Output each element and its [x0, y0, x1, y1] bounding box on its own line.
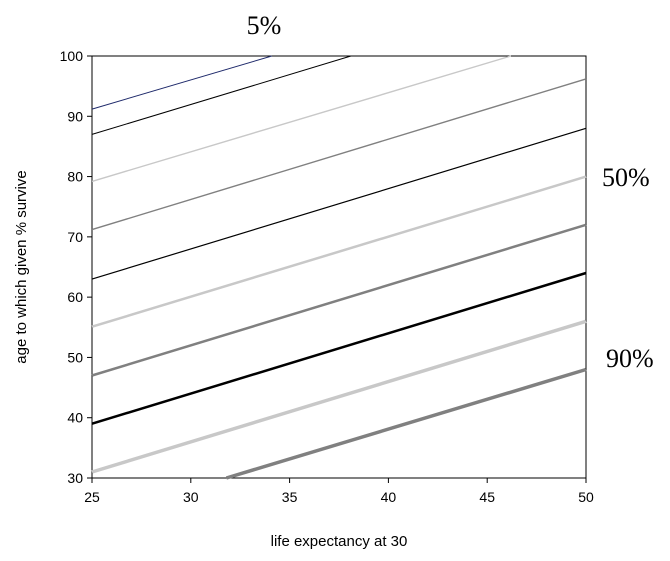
series-line-9 — [225, 367, 587, 480]
y-axis-title: age to which given % survive — [13, 170, 30, 363]
y-tick-label: 100 — [60, 48, 84, 64]
y-tick-label: 30 — [67, 470, 83, 486]
y-tick-label: 70 — [67, 229, 83, 245]
x-tick-label: 40 — [381, 489, 397, 505]
x-tick-label: 30 — [183, 489, 199, 505]
x-tick-label: 25 — [84, 489, 100, 505]
y-tick-label: 60 — [67, 289, 83, 305]
y-tick-label: 40 — [67, 410, 83, 426]
series-line-2 — [91, 55, 512, 183]
x-tick-label: 50 — [578, 489, 594, 505]
y-tick-label: 90 — [67, 108, 83, 124]
x-tick-label: 35 — [282, 489, 298, 505]
series-line-6 — [91, 223, 587, 377]
series-line-8 — [91, 319, 587, 474]
x-tick-label: 45 — [479, 489, 495, 505]
annotation-label: 90% — [606, 344, 654, 373]
annotation-label: 5% — [247, 11, 282, 40]
series-line-1 — [91, 55, 352, 135]
annotation-label: 50% — [602, 163, 650, 192]
series-line-0 — [91, 55, 272, 110]
series-line-4 — [91, 127, 587, 280]
annotation-layer: 5% 50% 90% — [247, 11, 654, 373]
y-tick-label: 50 — [67, 349, 83, 365]
x-axis-title: life expectancy at 30 — [271, 533, 408, 550]
series-line-3 — [91, 78, 587, 231]
series-line-7 — [91, 271, 587, 425]
plot-frame — [91, 55, 587, 479]
series-line-5 — [91, 175, 587, 328]
y-tick-label: 80 — [67, 169, 83, 185]
series-layer — [91, 55, 587, 480]
